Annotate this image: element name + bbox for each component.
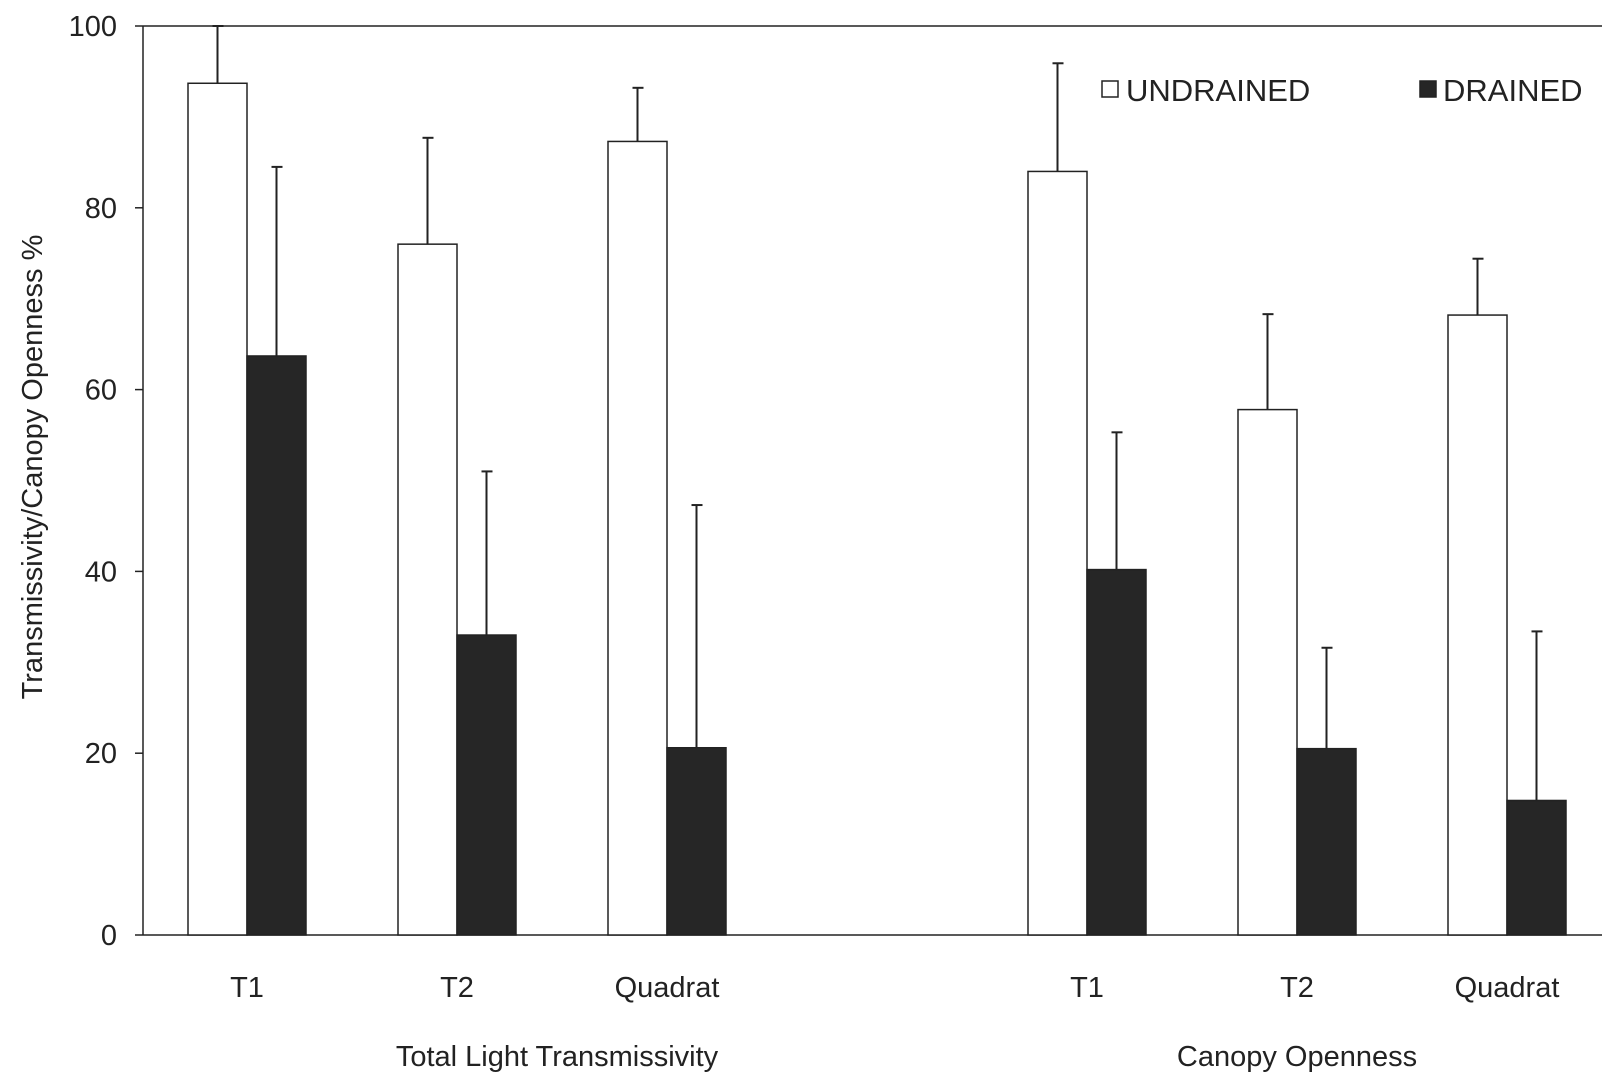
plot-frame [142,25,1602,936]
x-category-label: T2 [440,972,474,1004]
bar-drained [456,634,517,936]
legend-swatch-undrained [1101,80,1119,98]
x-category-label: T2 [1280,972,1314,1004]
bar-undrained [1027,170,1088,936]
bar-undrained [397,243,458,936]
legend-swatch-drained [1419,80,1437,98]
bar-drained [666,746,727,936]
bars-layer [187,82,1567,936]
x-axis-labels: T1 T2 Quadrat Total Light Transmissivity T1 T… [230,972,1559,1073]
error-bars-layer [212,25,1543,801]
y-tick-label: 60 [85,375,117,407]
bar-drained [1086,568,1147,936]
bar-drained [1296,747,1357,936]
legend-label-undrained: UNDRAINED [1126,73,1310,108]
y-tick-label: 40 [85,556,117,588]
x-group-label: Total Light Transmissivity [396,1041,719,1073]
y-axis-title: Transmissivity/Canopy Openness % [17,235,49,700]
x-category-label: T1 [230,972,264,1004]
bar-undrained [1237,408,1298,936]
y-tick-label: 80 [85,193,117,225]
bar-drained [1506,799,1567,936]
y-tick-label: 0 [101,920,117,952]
x-category-label: Quadrat [615,972,720,1004]
bar-undrained [1447,314,1508,936]
bar-undrained [187,82,248,936]
y-tick-label: 20 [85,738,117,770]
legend-label-drained: DRAINED [1443,73,1583,108]
x-category-label: Quadrat [1455,972,1560,1004]
bar-undrained [607,140,668,936]
legend: UNDRAINED DRAINED [1101,73,1583,108]
x-group-label: Canopy Openness [1177,1041,1417,1073]
y-axis: 0 20 40 60 80 100 [69,11,143,952]
x-category-label: T1 [1070,972,1104,1004]
y-tick-label: 100 [69,11,117,43]
bar-drained [246,355,307,936]
